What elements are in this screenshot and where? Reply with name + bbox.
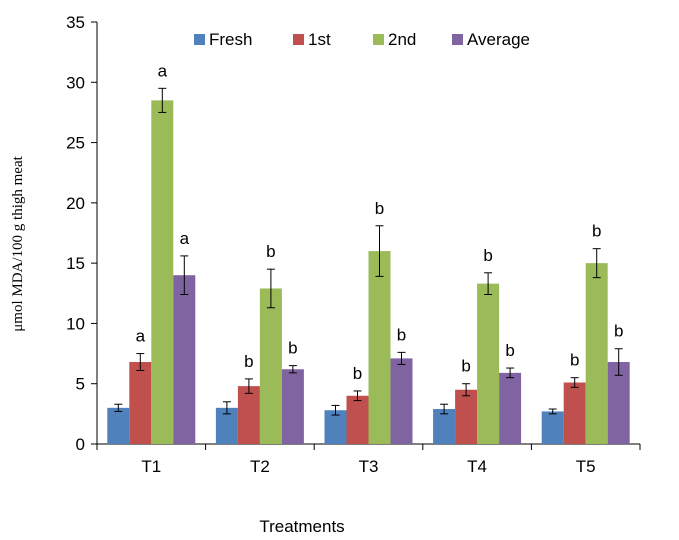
legend-swatch — [373, 34, 384, 45]
legend-swatch — [293, 34, 304, 45]
y-tick-label: 25 — [66, 134, 85, 153]
error-bar — [548, 408, 557, 415]
legend-label: 2nd — [388, 30, 416, 49]
x-tick-label: T3 — [359, 457, 379, 476]
bar — [107, 407, 130, 444]
error-bar — [375, 225, 384, 277]
error-bar — [114, 403, 123, 412]
significance-label: b — [505, 341, 514, 360]
significance-label: b — [592, 222, 601, 241]
error-bar — [440, 403, 449, 415]
y-tick-label: 15 — [66, 254, 85, 273]
bar — [129, 362, 152, 444]
error-bar — [484, 272, 493, 295]
bar — [151, 100, 174, 444]
axes: 0 5 10 15 20 25 30 35 T1 T2 T3 T4 T5 — [66, 13, 641, 476]
bars — [107, 87, 630, 444]
bar — [237, 386, 260, 444]
y-tick-label: 10 — [66, 314, 85, 333]
x-tick-label: T5 — [576, 457, 596, 476]
legend-item: 1st — [293, 30, 331, 49]
error-bar — [331, 404, 340, 416]
error-bar — [136, 353, 145, 371]
error-bar — [506, 367, 515, 379]
legend: Fresh 1st 2nd Average — [194, 30, 530, 49]
legend-item: Fresh — [194, 30, 252, 49]
x-tick-label: T1 — [141, 457, 161, 476]
x-axis-label: Treatments — [259, 517, 344, 536]
significance-label: a — [180, 229, 190, 248]
legend-item: Average — [452, 30, 530, 49]
bar — [259, 288, 282, 444]
y-tick-label: 20 — [66, 194, 85, 213]
error-bar — [266, 268, 275, 309]
legend-swatch — [452, 34, 463, 45]
significance-label: b — [266, 242, 275, 261]
significance-label: a — [136, 327, 146, 346]
bar — [390, 358, 413, 444]
y-tick-label: 30 — [66, 73, 85, 92]
y-tick-label: 0 — [76, 435, 85, 454]
significance-labels: a a a b b b b b b b b b b b b — [136, 61, 624, 383]
bar — [499, 372, 522, 444]
legend-item: 2nd — [373, 30, 416, 49]
error-bar — [353, 390, 362, 402]
significance-label: b — [614, 322, 623, 341]
x-tick-label: T4 — [467, 457, 487, 476]
x-tick-label: T2 — [250, 457, 270, 476]
significance-label: b — [244, 352, 253, 371]
significance-label: b — [397, 325, 406, 344]
bar — [324, 410, 347, 444]
legend-label: 1st — [308, 30, 331, 49]
bar — [607, 362, 630, 444]
bar — [281, 369, 304, 444]
error-bar — [222, 401, 231, 415]
bar — [433, 409, 456, 444]
significance-label: b — [483, 246, 492, 265]
error-bar — [158, 87, 167, 113]
error-bar — [592, 248, 601, 279]
significance-label: b — [570, 351, 579, 370]
y-tick-label: 35 — [66, 13, 85, 32]
y-tick-label: 5 — [76, 375, 85, 394]
error-bar — [397, 351, 406, 365]
significance-label: b — [353, 364, 362, 383]
significance-label: b — [375, 199, 384, 218]
bar — [477, 283, 500, 444]
significance-label: a — [158, 61, 168, 80]
legend-label: Fresh — [209, 30, 252, 49]
bar — [585, 263, 608, 444]
error-bar — [462, 383, 471, 397]
bar — [173, 275, 196, 444]
bar — [215, 407, 238, 444]
bar — [368, 251, 391, 444]
significance-label: b — [288, 339, 297, 358]
error-bar — [180, 255, 189, 295]
bar — [563, 382, 586, 444]
error-bar — [244, 378, 253, 394]
error-bar — [288, 365, 297, 374]
error-bar — [570, 377, 579, 388]
error-bar — [614, 348, 623, 376]
bar — [346, 395, 369, 444]
bar — [455, 389, 478, 444]
bar — [541, 411, 564, 444]
significance-label: b — [461, 357, 470, 376]
legend-swatch — [194, 34, 205, 45]
y-axis-label: μmol MDA/100 g thigh meat — [10, 155, 26, 331]
legend-label: Average — [467, 30, 530, 49]
